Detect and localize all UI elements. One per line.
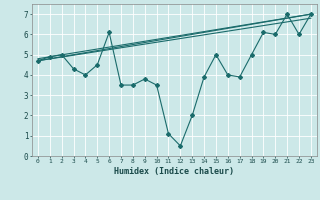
X-axis label: Humidex (Indice chaleur): Humidex (Indice chaleur) [115, 167, 234, 176]
